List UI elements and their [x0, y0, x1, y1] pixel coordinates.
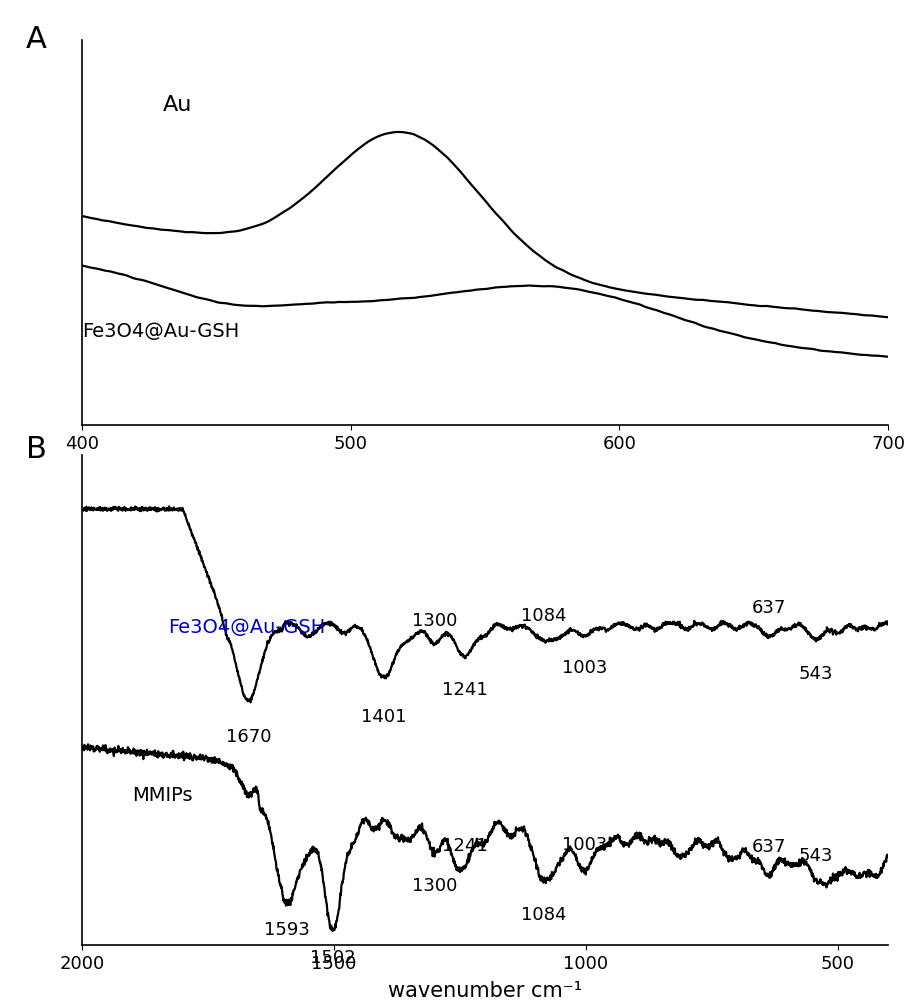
Text: 543: 543	[799, 847, 834, 865]
Text: 1003: 1003	[562, 659, 607, 677]
Text: 637: 637	[752, 838, 786, 856]
Text: 1401: 1401	[361, 708, 406, 726]
Text: 637: 637	[752, 599, 786, 617]
Text: 1670: 1670	[226, 728, 271, 746]
Text: 1593: 1593	[264, 921, 310, 939]
Text: nm: nm	[442, 473, 475, 493]
X-axis label: wavenumber cm⁻¹: wavenumber cm⁻¹	[388, 981, 582, 1000]
Text: 1300: 1300	[412, 612, 457, 630]
Text: Au: Au	[162, 95, 192, 115]
Text: 1003: 1003	[562, 836, 607, 854]
Text: 1084: 1084	[521, 906, 567, 924]
Text: MMIPs: MMIPs	[132, 786, 193, 805]
Text: 1241: 1241	[442, 837, 487, 855]
Text: Fe3O4@Au-GSH: Fe3O4@Au-GSH	[82, 322, 240, 341]
Text: A: A	[26, 25, 46, 54]
Text: B: B	[26, 435, 46, 464]
Text: Fe3O4@Au-GSH: Fe3O4@Au-GSH	[168, 618, 325, 637]
Text: 1502: 1502	[310, 949, 355, 967]
Text: 1084: 1084	[521, 607, 567, 625]
Text: 1300: 1300	[412, 877, 457, 895]
Text: 1241: 1241	[442, 681, 487, 699]
Text: 543: 543	[799, 665, 834, 683]
